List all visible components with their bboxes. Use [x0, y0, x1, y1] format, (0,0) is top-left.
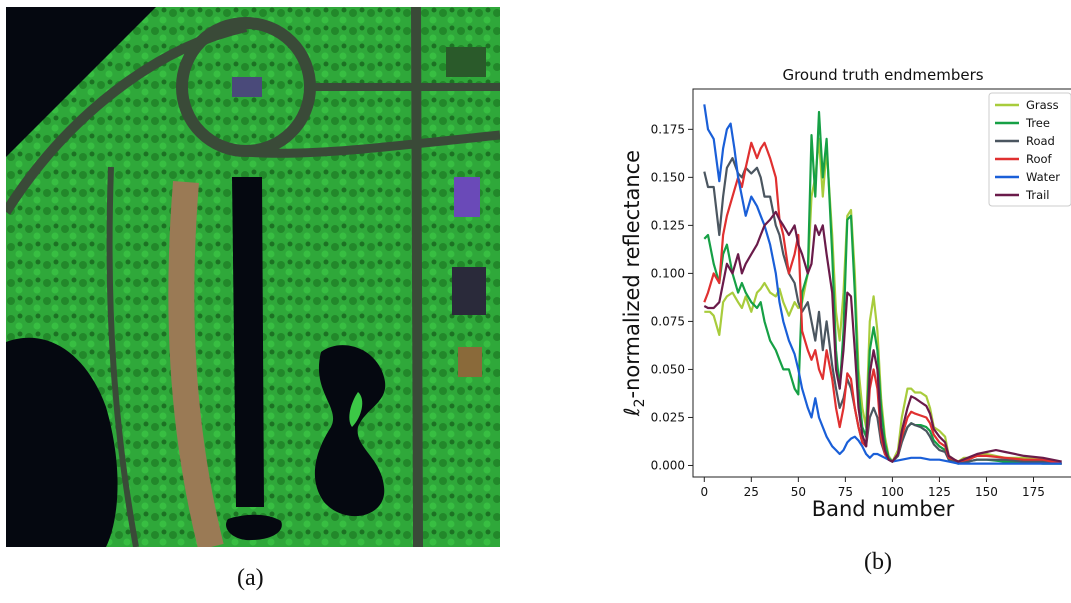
y-axis-label-subscript: 2	[632, 399, 648, 408]
lake-bottom-left	[6, 337, 118, 547]
x-tick-label: 25	[744, 485, 759, 499]
parking-lot	[446, 47, 486, 77]
dark-building	[452, 267, 486, 315]
y-tick-label: 0.150	[651, 170, 685, 184]
legend: Grass Tree Road Roof Water Trail	[988, 92, 1071, 207]
path-west	[106, 166, 139, 547]
y-tick-label: 0.125	[651, 218, 685, 232]
legend-label-trail: Trail	[1025, 188, 1050, 202]
y-tick-label: 0.025	[651, 410, 685, 424]
aerial-image	[6, 7, 500, 547]
series-line-trail	[703, 210, 1062, 463]
y-tick-label: 0.100	[651, 266, 685, 280]
tan-building	[458, 347, 482, 377]
water-corner-top-left	[6, 7, 156, 157]
y-tick-label: 0.075	[651, 314, 685, 328]
caption-a: (a)	[237, 565, 264, 591]
series-line-tree	[703, 110, 1062, 465]
series-lines	[703, 104, 1062, 465]
plot-area	[692, 88, 1071, 478]
pool-end	[226, 514, 282, 541]
y-axis-label-text: -normalized reflectance	[620, 150, 644, 399]
legend-label-roof: Roof	[1026, 152, 1053, 166]
y-tick-label: 0.050	[651, 362, 685, 376]
y-tick-label: 0.175	[651, 122, 685, 136]
aerial-scene	[6, 7, 500, 547]
dirt-trail	[168, 180, 224, 547]
legend-label-grass: Grass	[1026, 98, 1059, 112]
legend-label-road: Road	[1026, 134, 1055, 148]
circle-road	[176, 17, 316, 157]
series-line-road	[703, 156, 1062, 465]
pond	[314, 345, 386, 517]
x-axis-ticks: 0 25 50 75 100 125 150 175	[700, 477, 1045, 499]
road-vertical	[411, 7, 423, 547]
series-line-roof	[703, 141, 1062, 465]
y-axis-label-symbol: ℓ	[620, 407, 644, 417]
x-tick-label: 175	[1022, 485, 1045, 499]
x-tick-label: 125	[928, 485, 951, 499]
y-axis-label: ℓ2-normalized reflectance	[620, 150, 648, 417]
road-diagonal	[6, 22, 248, 215]
series-line-water	[703, 104, 1062, 465]
pond-island	[349, 392, 363, 427]
x-tick-label: 0	[700, 485, 708, 499]
road-east	[245, 130, 500, 158]
y-tick-label: 0.000	[651, 458, 685, 472]
x-tick-label: 100	[881, 485, 904, 499]
caption-b: (b)	[864, 549, 892, 575]
x-tick-label: 150	[975, 485, 998, 499]
x-axis-label: Band number	[812, 497, 955, 521]
reflecting-pool	[232, 177, 264, 507]
endmember-chart: Ground truth endmembers 0.0000.0250.0500…	[620, 66, 1071, 521]
y-axis-ticks: 0.000 0.025 0.050 0.075 0.100 0.125 0.150 0.175	[651, 122, 693, 472]
legend-label-water: Water	[1026, 170, 1060, 184]
monument-building	[232, 77, 262, 97]
x-tick-label: 75	[838, 485, 853, 499]
legend-label-tree: Tree	[1025, 116, 1050, 130]
purple-building	[454, 177, 480, 217]
x-tick-label: 50	[791, 485, 806, 499]
chart-title: Ground truth endmembers	[782, 66, 983, 84]
